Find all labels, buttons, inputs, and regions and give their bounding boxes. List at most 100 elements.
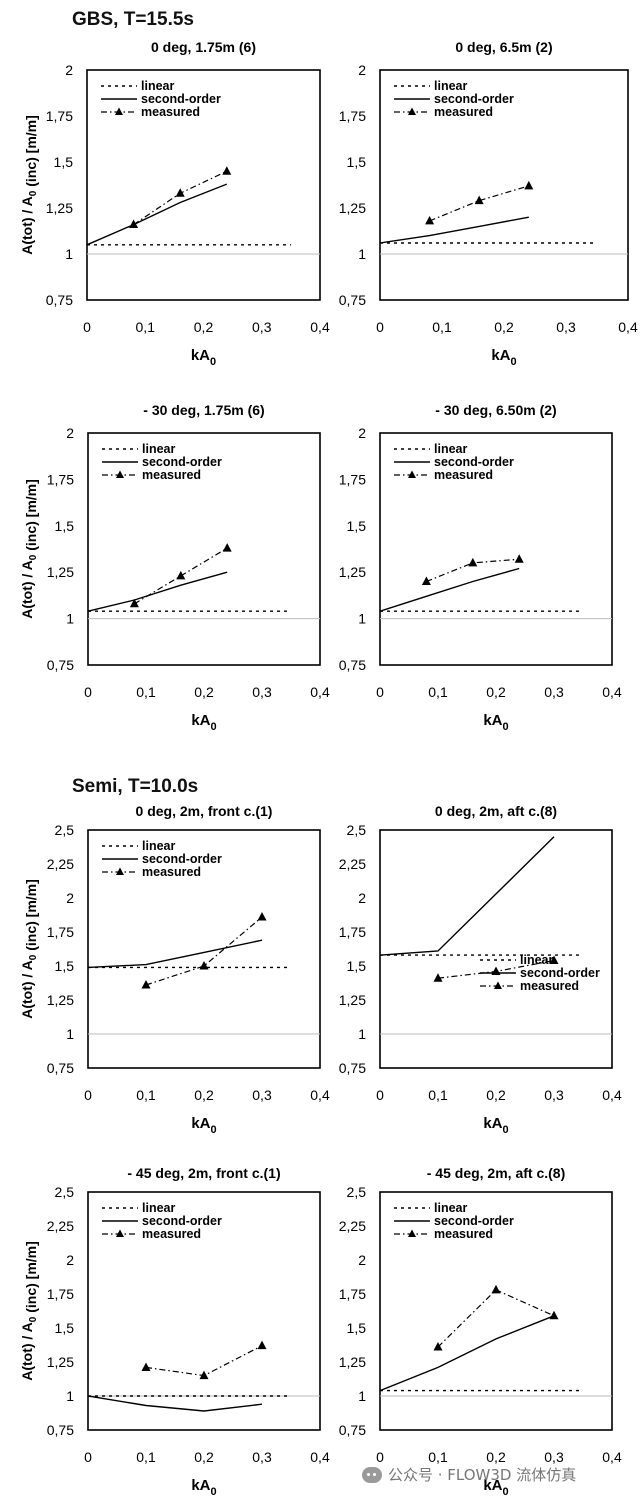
y-tick-label: 1,25	[47, 564, 74, 580]
y-tick-label: 1,75	[47, 924, 74, 940]
legend-label: second-order	[142, 455, 222, 469]
y-tick-label: 1,75	[47, 471, 74, 487]
x-tick-label: 0,4	[602, 684, 622, 700]
x-tick-label: 0,4	[310, 319, 330, 335]
y-axis-label: A(tot) / A0 (inc) [m/m]	[19, 479, 39, 619]
x-axis-label: kA0	[483, 1477, 508, 1498]
y-tick-label: 1,5	[347, 518, 367, 534]
series-line-second-order	[87, 1395, 263, 1412]
x-axis-label: kA0	[191, 712, 216, 733]
y-tick-label: 1	[66, 611, 74, 627]
y-tick-label: 1,75	[339, 1286, 366, 1302]
x-axis-label: kA0	[191, 1115, 216, 1136]
legend-label: measured	[520, 979, 579, 993]
x-tick-label: 0,1	[136, 319, 156, 335]
x-tick-label: 0	[376, 1087, 384, 1103]
y-tick-label: 2,5	[347, 822, 367, 838]
x-tick-label: 0,4	[310, 1449, 330, 1465]
measured-point-marker	[257, 1340, 267, 1350]
legend-label: second-order	[142, 1214, 222, 1228]
y-tick-label: 1,5	[54, 154, 74, 170]
y-tick-label: 0,75	[46, 292, 73, 308]
x-tick-label: 0,4	[602, 1449, 622, 1465]
plot-frame	[86, 69, 321, 301]
x-tick-label: 0	[83, 319, 91, 335]
x-tick-label: 0,1	[428, 1087, 448, 1103]
x-tick-label: 0,3	[252, 1449, 272, 1465]
x-tick-label: 0,1	[428, 684, 448, 700]
x-tick-label: 0,3	[252, 684, 272, 700]
series-line-second-order	[86, 183, 228, 246]
legend-label: measured	[434, 105, 493, 119]
legend-label: measured	[141, 105, 200, 119]
legend-label: linear	[142, 839, 175, 853]
y-tick-label: 2,5	[55, 822, 75, 838]
legend-label: linear	[142, 442, 175, 456]
plot-frame	[379, 432, 613, 666]
y-tick-label: 1,25	[339, 992, 366, 1008]
x-tick-label: 0,1	[136, 1449, 156, 1465]
legend-marker	[115, 107, 123, 115]
chart-title: - 45 deg, 2m, front c.(1)	[127, 1165, 280, 1181]
series-line-measured	[429, 185, 529, 222]
y-tick-label: 1,25	[339, 1354, 366, 1370]
series-line-measured	[133, 170, 228, 226]
y-tick-label: 1	[358, 1388, 366, 1404]
chart-title: - 30 deg, 6.50m (2)	[435, 402, 556, 418]
x-tick-label: 0,4	[618, 319, 638, 335]
legend-label: measured	[142, 468, 201, 482]
legend-label: measured	[142, 1227, 201, 1241]
measured-point-marker	[141, 1362, 151, 1371]
x-tick-label: 0,1	[136, 684, 156, 700]
y-tick-label: 0,75	[339, 1422, 366, 1438]
x-tick-label: 0,3	[544, 684, 564, 700]
y-tick-label: 1,5	[55, 1320, 75, 1336]
watermark: 公众号 · FLOW3D 流体仿真	[362, 1464, 576, 1485]
series-line-second-order	[379, 1315, 555, 1392]
chart-title: 0 deg, 6.5m (2)	[455, 39, 552, 55]
series-line-second-order	[379, 216, 529, 244]
x-tick-label: 0,4	[310, 1087, 330, 1103]
watermark-text: 公众号 · FLOW3D 流体仿真	[388, 1466, 577, 1484]
y-tick-label: 1	[65, 246, 73, 262]
x-tick-label: 0	[84, 1449, 92, 1465]
measured-point-marker	[433, 973, 443, 982]
y-tick-label: 0,75	[339, 657, 366, 673]
legend-label: second-order	[141, 92, 221, 106]
legend-marker	[494, 981, 502, 989]
wechat-icon	[362, 1466, 382, 1483]
y-tick-label: 1,25	[339, 564, 366, 580]
y-tick-label: 1,75	[339, 924, 366, 940]
x-tick-label: 0,3	[252, 319, 272, 335]
y-tick-label: 2,5	[347, 1184, 367, 1200]
legend-marker	[116, 867, 124, 875]
measured-point-marker	[222, 543, 232, 552]
x-tick-label: 0	[84, 684, 92, 700]
y-tick-label: 2,25	[47, 856, 74, 872]
legend-label: linear	[142, 1201, 175, 1215]
x-tick-label: 0	[376, 319, 384, 335]
measured-point-marker	[129, 219, 139, 229]
measured-point-marker	[421, 576, 431, 585]
y-tick-label: 2	[358, 890, 366, 906]
y-tick-label: 2	[66, 425, 74, 441]
x-tick-label: 0,2	[486, 1087, 506, 1103]
plot-frame	[87, 829, 321, 1069]
x-tick-label: 0,1	[432, 319, 452, 335]
y-tick-label: 1,25	[339, 200, 366, 216]
plot-frame	[87, 1191, 321, 1431]
y-tick-label: 2	[65, 62, 73, 78]
section-title-semi: Semi, T=10.0s	[72, 776, 199, 797]
legend-marker	[116, 470, 124, 478]
y-tick-label: 0,75	[339, 292, 366, 308]
y-tick-label: 2	[358, 1252, 366, 1268]
x-axis-label: kA0	[191, 347, 216, 368]
x-tick-label: 0,2	[486, 1449, 506, 1465]
legend-marker	[408, 107, 416, 115]
y-axis-label: A(tot) / A0 (inc) [m/m]	[19, 879, 39, 1019]
chart-title: - 45 deg, 2m, aft c.(8)	[427, 1165, 565, 1181]
measured-point-marker	[433, 1342, 443, 1351]
x-tick-label: 0,1	[136, 1087, 156, 1103]
legend-label: linear	[434, 1201, 467, 1215]
